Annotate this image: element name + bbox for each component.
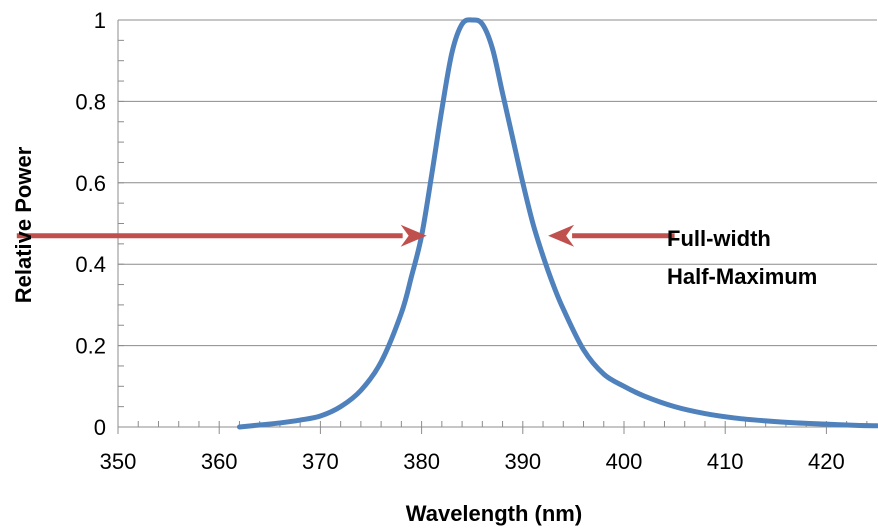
y-tick-label: 0.6 xyxy=(75,171,106,196)
gridlines xyxy=(118,19,877,347)
x-tick-label: 400 xyxy=(606,449,643,474)
y-tick-label: 0.2 xyxy=(75,334,106,359)
x-tick-label: 370 xyxy=(302,449,339,474)
x-tick-label: 350 xyxy=(100,449,137,474)
tick-labels: 0 0.2 0.4 0.6 0.8 1 350 360 370 380 390 400 410 420 xyxy=(75,8,844,474)
fwhm-arrows xyxy=(16,224,675,247)
y-axis-title: Relative Power xyxy=(11,146,36,303)
series-line xyxy=(236,17,878,430)
left-arrow-head xyxy=(400,224,427,247)
y-tick-label: 0.4 xyxy=(75,252,106,277)
y-tick-label: 0 xyxy=(94,415,106,440)
x-tick-label: 410 xyxy=(707,449,744,474)
x-tick-label: 380 xyxy=(403,449,440,474)
annotation-line2: Half-Maximum xyxy=(667,264,817,289)
series xyxy=(236,17,878,430)
annotation-line1: Full-width xyxy=(667,226,771,251)
y-tick-label: 1 xyxy=(94,8,106,33)
x-axis-title: Wavelength (nm) xyxy=(406,501,582,526)
right-arrow-head xyxy=(548,224,575,247)
x-tick-label: 420 xyxy=(808,449,845,474)
x-tick-label: 360 xyxy=(201,449,238,474)
y-tick-label: 0.8 xyxy=(75,89,106,114)
x-tick-label: 390 xyxy=(504,449,541,474)
